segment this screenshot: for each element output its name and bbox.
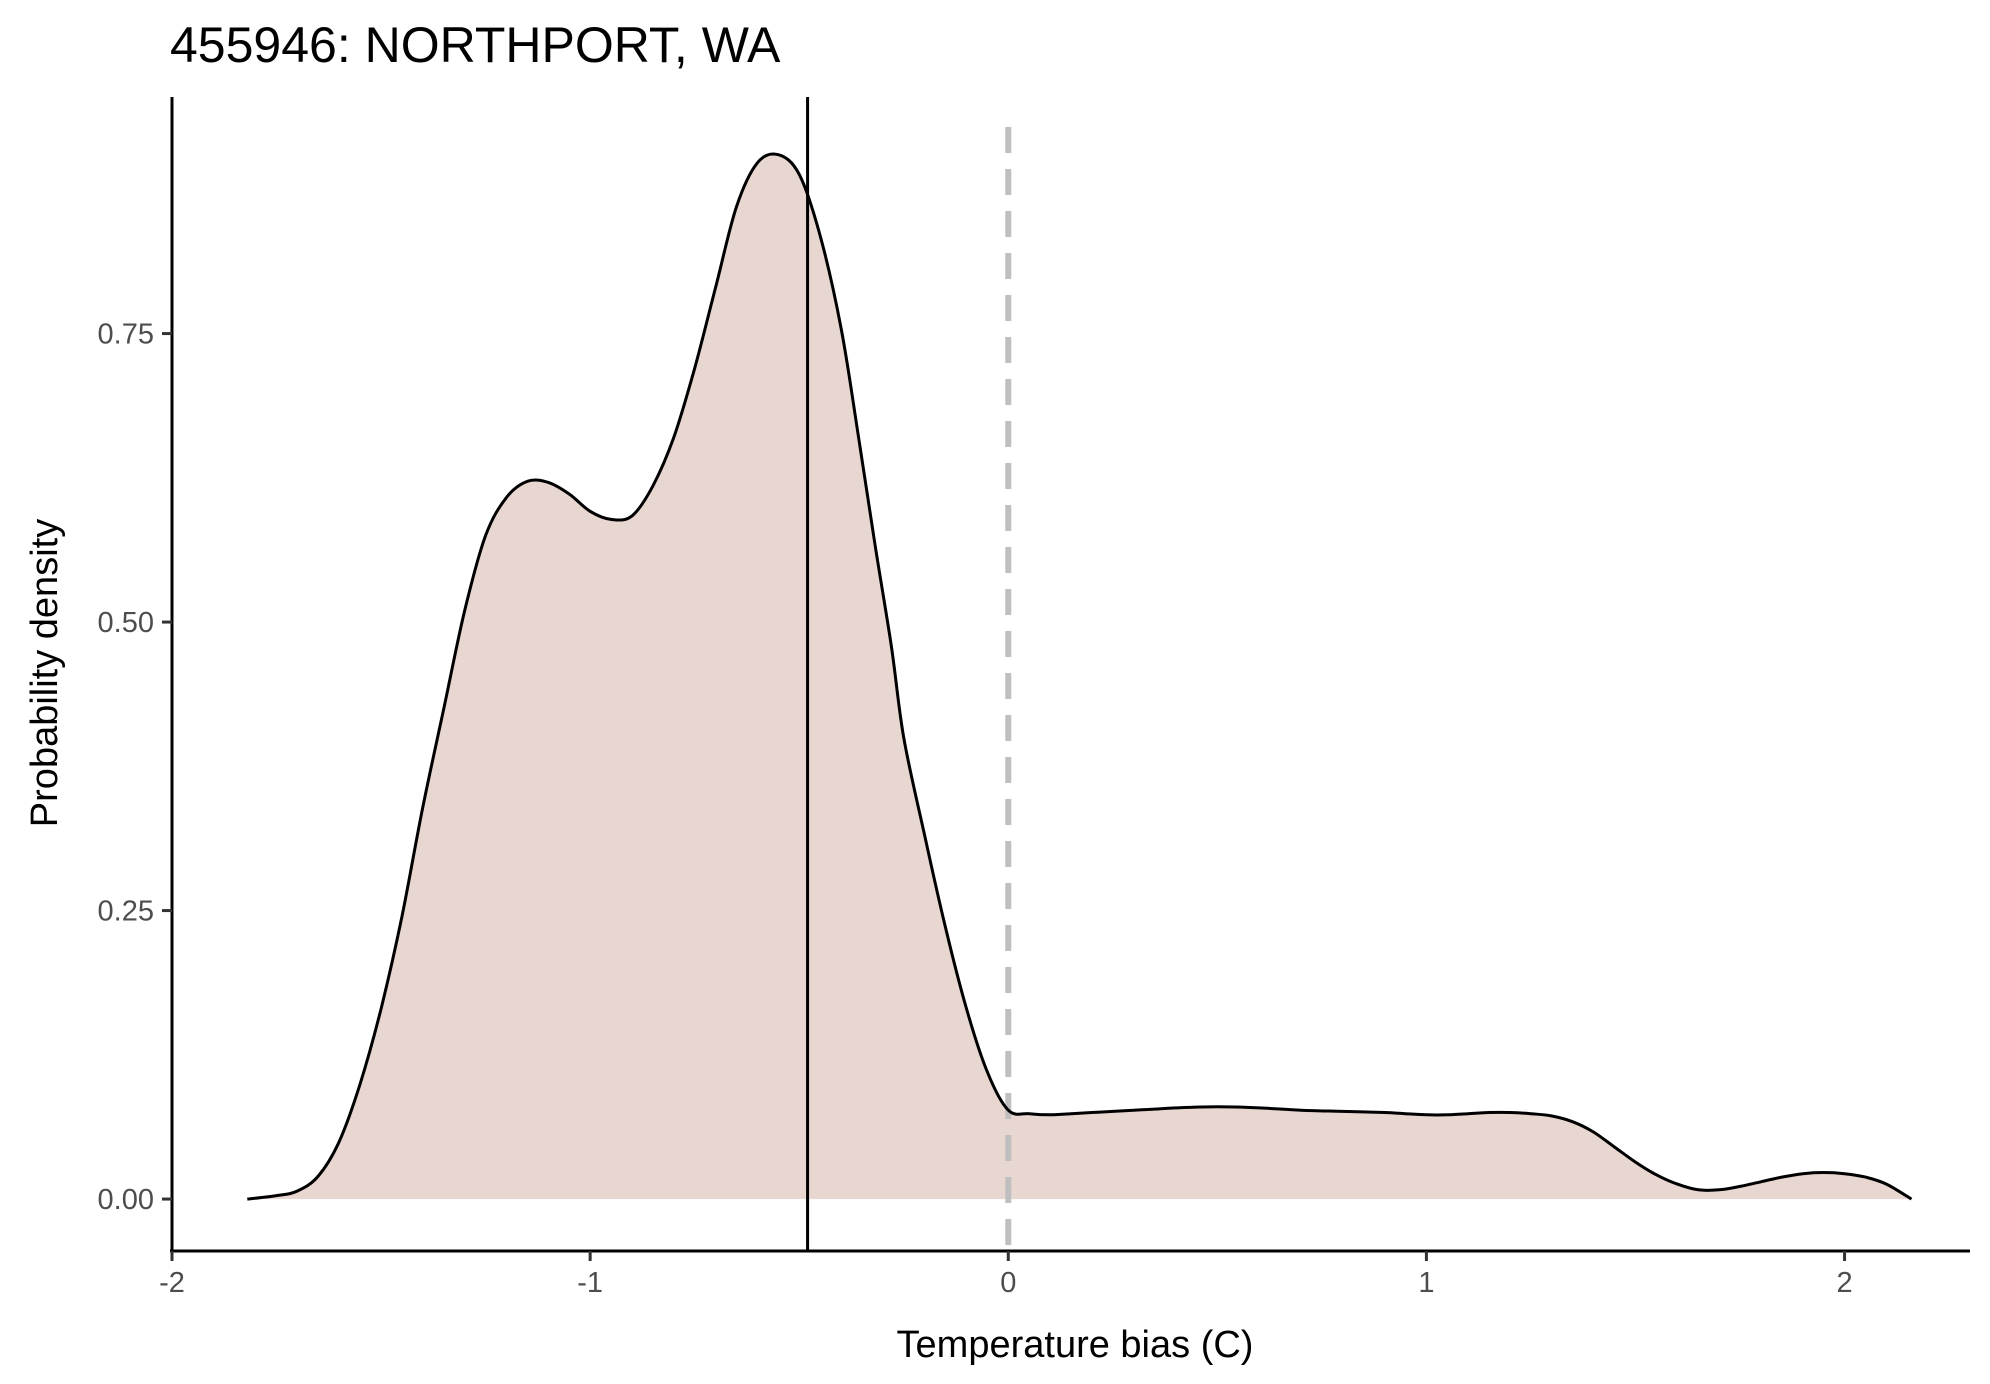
plot-area: [247, 97, 1913, 1251]
y-tick-label: 0.25: [98, 896, 154, 928]
y-axis-ticks: 0.00 0.25 0.50 0.75: [98, 319, 172, 1216]
y-tick-label: 0.75: [98, 319, 154, 351]
x-tick-label: -1: [577, 1267, 603, 1299]
x-tick-label: 0: [1000, 1267, 1016, 1299]
density-area: [247, 153, 1912, 1200]
chart-title: 455946: NORTHPORT, WA: [170, 17, 781, 73]
x-axis-ticks: -2 -1 0 1 2: [159, 1251, 1853, 1299]
y-axis-title: Probability density: [24, 519, 66, 827]
x-axis-title: Temperature bias (C): [897, 1324, 1254, 1366]
density-line: [247, 152, 1913, 1201]
y-tick-label: 0.00: [98, 1184, 154, 1216]
y-tick-label: 0.50: [98, 607, 154, 639]
x-tick-label: 2: [1836, 1267, 1852, 1299]
x-tick-label: -2: [159, 1267, 185, 1299]
x-tick-label: 1: [1418, 1267, 1434, 1299]
